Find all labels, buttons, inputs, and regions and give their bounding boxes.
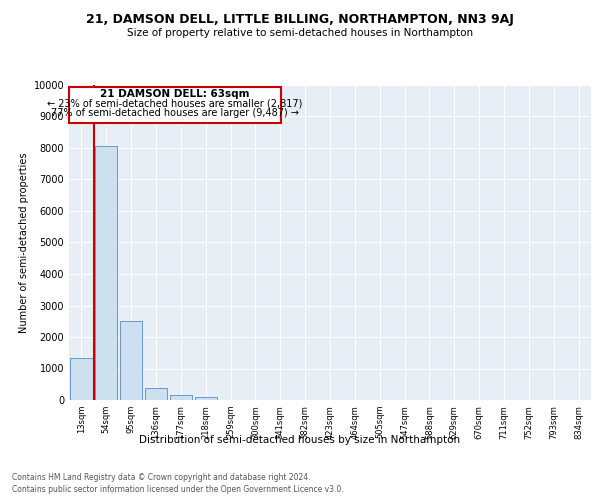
Text: 21 DAMSON DELL: 63sqm: 21 DAMSON DELL: 63sqm	[100, 89, 250, 99]
Text: Distribution of semi-detached houses by size in Northampton: Distribution of semi-detached houses by …	[139, 435, 461, 445]
Bar	[95, 146, 118, 400]
Y-axis label: Number of semi-detached properties: Number of semi-detached properties	[19, 152, 29, 333]
Text: ← 23% of semi-detached houses are smaller (2,817): ← 23% of semi-detached houses are smalle…	[47, 99, 303, 109]
Bar	[70, 358, 92, 400]
Text: 21, DAMSON DELL, LITTLE BILLING, NORTHAMPTON, NN3 9AJ: 21, DAMSON DELL, LITTLE BILLING, NORTHAM…	[86, 12, 514, 26]
FancyBboxPatch shape	[70, 86, 281, 123]
Bar	[145, 388, 167, 400]
Text: 77% of semi-detached houses are larger (9,487) →: 77% of semi-detached houses are larger (…	[51, 108, 299, 118]
Bar	[194, 397, 217, 400]
Bar	[170, 396, 192, 400]
Text: Size of property relative to semi-detached houses in Northampton: Size of property relative to semi-detach…	[127, 28, 473, 38]
Text: Contains HM Land Registry data © Crown copyright and database right 2024.: Contains HM Land Registry data © Crown c…	[12, 472, 311, 482]
Bar	[120, 322, 142, 400]
Text: Contains public sector information licensed under the Open Government Licence v3: Contains public sector information licen…	[12, 485, 344, 494]
